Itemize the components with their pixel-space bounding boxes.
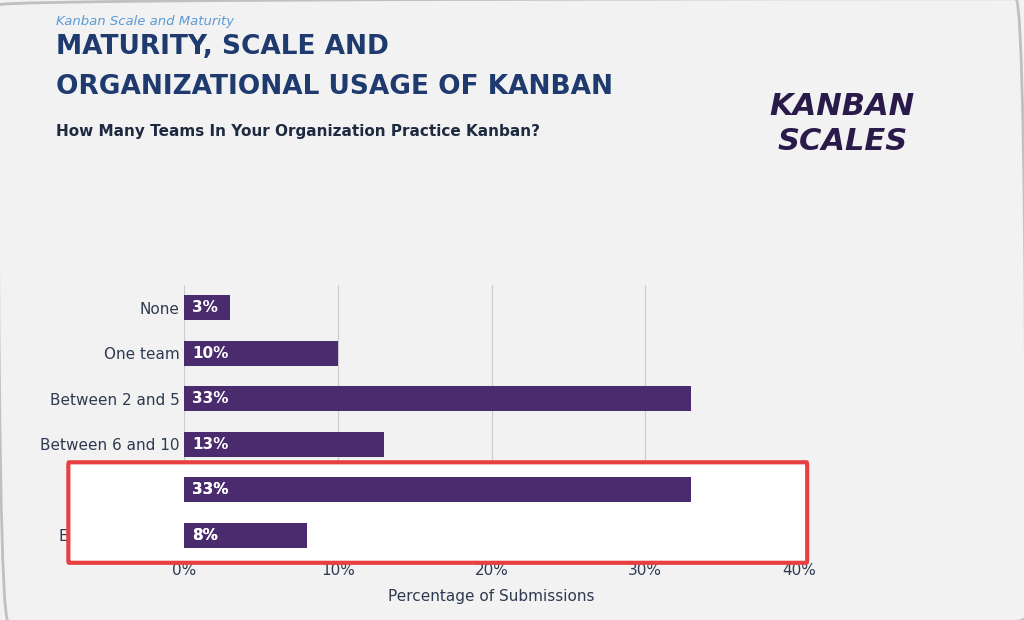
- Text: 13%: 13%: [193, 437, 228, 452]
- Bar: [184, 296, 230, 321]
- FancyBboxPatch shape: [69, 463, 807, 563]
- Text: 10%: 10%: [193, 346, 228, 361]
- Text: 3%: 3%: [193, 301, 218, 316]
- Bar: [184, 523, 307, 548]
- Text: KANBAN
SCALES: KANBAN SCALES: [770, 92, 914, 156]
- Bar: [184, 341, 338, 366]
- Text: 33%: 33%: [193, 482, 228, 497]
- Bar: [184, 523, 307, 548]
- Bar: [184, 477, 691, 502]
- Text: 8%: 8%: [193, 528, 218, 542]
- Bar: [184, 477, 691, 502]
- Bar: [184, 386, 691, 412]
- Text: ORGANIZATIONAL USAGE OF KANBAN: ORGANIZATIONAL USAGE OF KANBAN: [56, 74, 613, 100]
- Text: MATURITY, SCALE AND: MATURITY, SCALE AND: [56, 34, 389, 60]
- Bar: [184, 432, 384, 457]
- Text: How Many Teams In Your Organization Practice Kanban?: How Many Teams In Your Organization Prac…: [56, 124, 541, 139]
- Text: Kanban Scale and Maturity: Kanban Scale and Maturity: [56, 16, 234, 29]
- Text: 8%: 8%: [193, 528, 218, 542]
- Text: 33%: 33%: [193, 391, 228, 406]
- X-axis label: Percentage of Submissions: Percentage of Submissions: [388, 589, 595, 604]
- Text: 33%: 33%: [193, 482, 228, 497]
